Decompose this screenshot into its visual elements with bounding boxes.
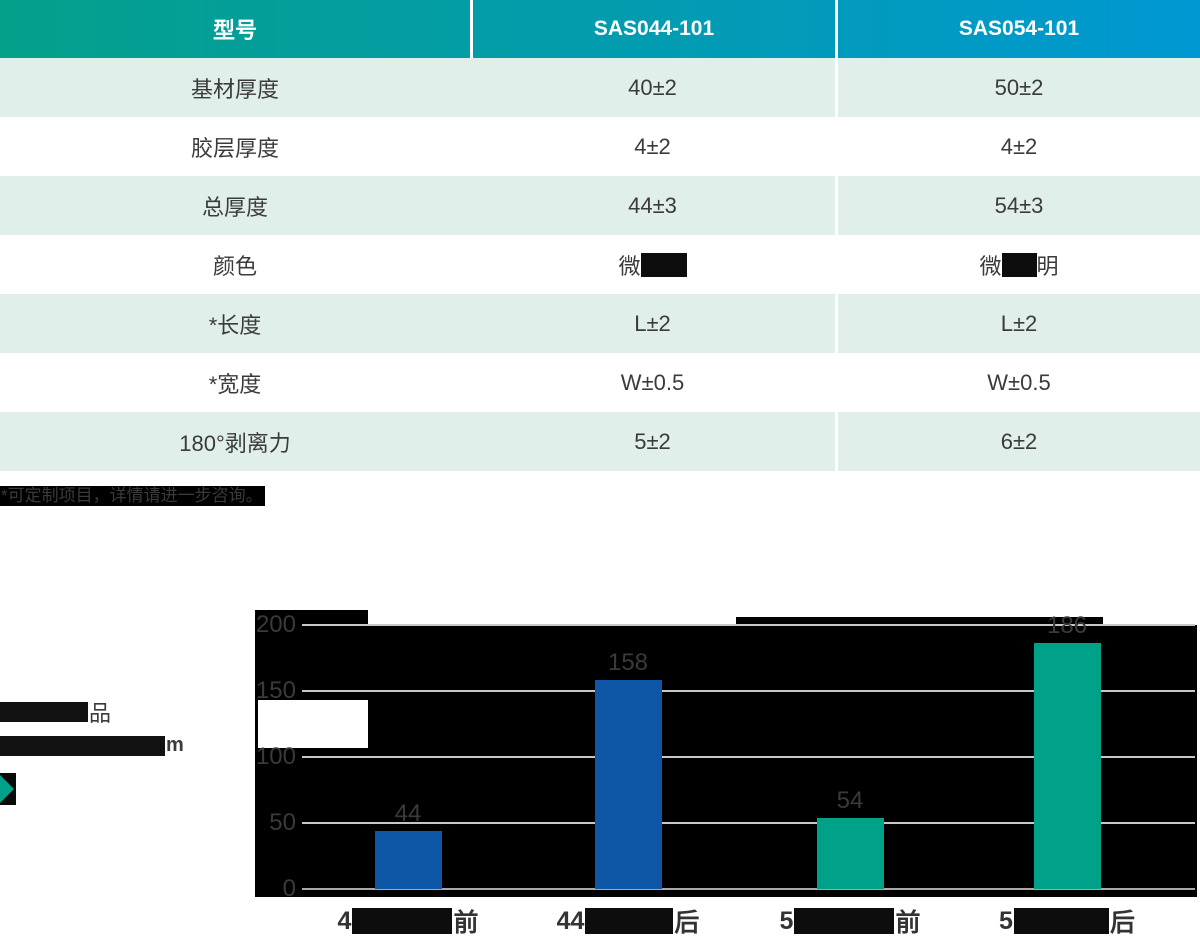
x-label-prefix: 5 [779,906,794,935]
redacted-line-2: m [0,734,184,757]
table-row-color: 颜色 微 微明 [0,235,1200,294]
row-value-redacted: 微明 [835,235,1200,294]
y-tick-label: 200 [255,611,296,638]
bar [374,830,442,889]
table-row-total-thickness: 总厚度 44±3 54±3 [0,176,1200,235]
row-value-redacted: 微 [470,235,835,294]
row-label: 180°剥离力 [179,430,291,456]
row-label: 总厚度 [201,194,268,220]
row-value: 44±3 [628,192,677,218]
y-tick-label: 150 [255,677,296,704]
chart-white-notch [258,700,368,748]
y-tick-label: 100 [255,743,296,770]
x-label-suffix: 后 [1109,909,1135,937]
color-value-prefix: 微 [618,253,641,279]
redaction-box [585,908,674,934]
bar-value-label: 158 [607,649,649,677]
row-value: W±0.5 [835,353,1200,412]
row-value: 4±2 [634,133,671,159]
x-label-prefix: 44 [556,906,585,935]
gridline [302,624,1195,626]
table-row-width: *宽度 W±0.5 W±0.5 [0,353,1200,412]
row-value: W±0.5 [620,369,685,395]
row-value: 40±2 [628,74,677,100]
x-category-label: 44 后 [518,903,738,939]
row-value: 54±3 [835,176,1200,235]
x-label-suffix: 前 [453,909,479,937]
x-axis-line [302,888,1195,890]
table-row-peel-strength: 180°剥离力 5±2 6±2 [0,412,1200,471]
table-header-row: 型号 SAS044-101 SAS054-101 [0,0,1200,58]
bullet-arrow-box [0,773,16,805]
redaction-box [352,908,453,934]
y-tick-label: 50 [269,809,296,836]
line1-tail-char: 品 [89,701,112,726]
x-label-prefix: 5 [999,906,1013,935]
table-row-adhesive-thickness: 胶层厚度 4±2 4±2 [0,117,1200,176]
table-row-length: *长度 L±2 L±2 [0,294,1200,353]
bar-value-label: 54 [836,786,864,814]
redaction-box [640,252,687,277]
redaction-box [0,702,88,722]
row-value: 4±2 [835,117,1200,176]
color-value-prefix: 微 [979,253,1002,279]
gridline [302,756,1195,758]
chart-axis-gutter-panel [255,610,368,897]
y-tick-label: 0 [282,875,296,902]
redaction-box [0,735,165,756]
spec-table: 型号 SAS044-101 SAS054-101 基材厚度 40±2 50±2 … [0,0,1200,471]
bar [816,817,884,889]
table-row-substrate-thickness: 基材厚度 40±2 50±2 [0,58,1200,117]
gridline [302,690,1195,692]
row-label: *宽度 [208,371,262,397]
row-value: L±2 [634,310,671,336]
x-label-suffix: 后 [674,909,700,937]
redaction-box [1001,252,1037,277]
chart-top-black-strip [736,617,1103,627]
line2-tail-char: m [166,734,184,756]
redaction-box [794,908,895,934]
bar [594,680,662,889]
x-label-prefix: 4 [337,906,352,935]
x-label-suffix: 前 [895,909,921,937]
bar-value-label: 186 [1046,612,1088,640]
row-value: 6±2 [835,412,1200,471]
redacted-line-1: 品 [0,696,111,728]
row-value: 5±2 [634,428,671,454]
footnote-customizable-note: *可定制项目，详情请进一步咨询。 [0,486,265,506]
row-label: *长度 [208,312,262,338]
row-label: 基材厚度 [190,76,279,102]
row-value: L±2 [835,294,1200,353]
bar [1033,643,1101,889]
redaction-box [1013,908,1109,934]
row-label: 颜色 [212,253,257,279]
header-cell-model: 型号 [212,18,257,43]
gridline [302,822,1195,824]
row-label: 胶层厚度 [190,135,279,161]
right-triangle-icon [0,775,14,803]
bar-value-label: 44 [394,799,422,827]
header-cell-sas044: SAS044-101 [470,0,835,58]
header-cell-sas054: SAS054-101 [835,0,1200,58]
row-value: 50±2 [835,58,1200,117]
color-value-suffix: 明 [1036,253,1059,279]
